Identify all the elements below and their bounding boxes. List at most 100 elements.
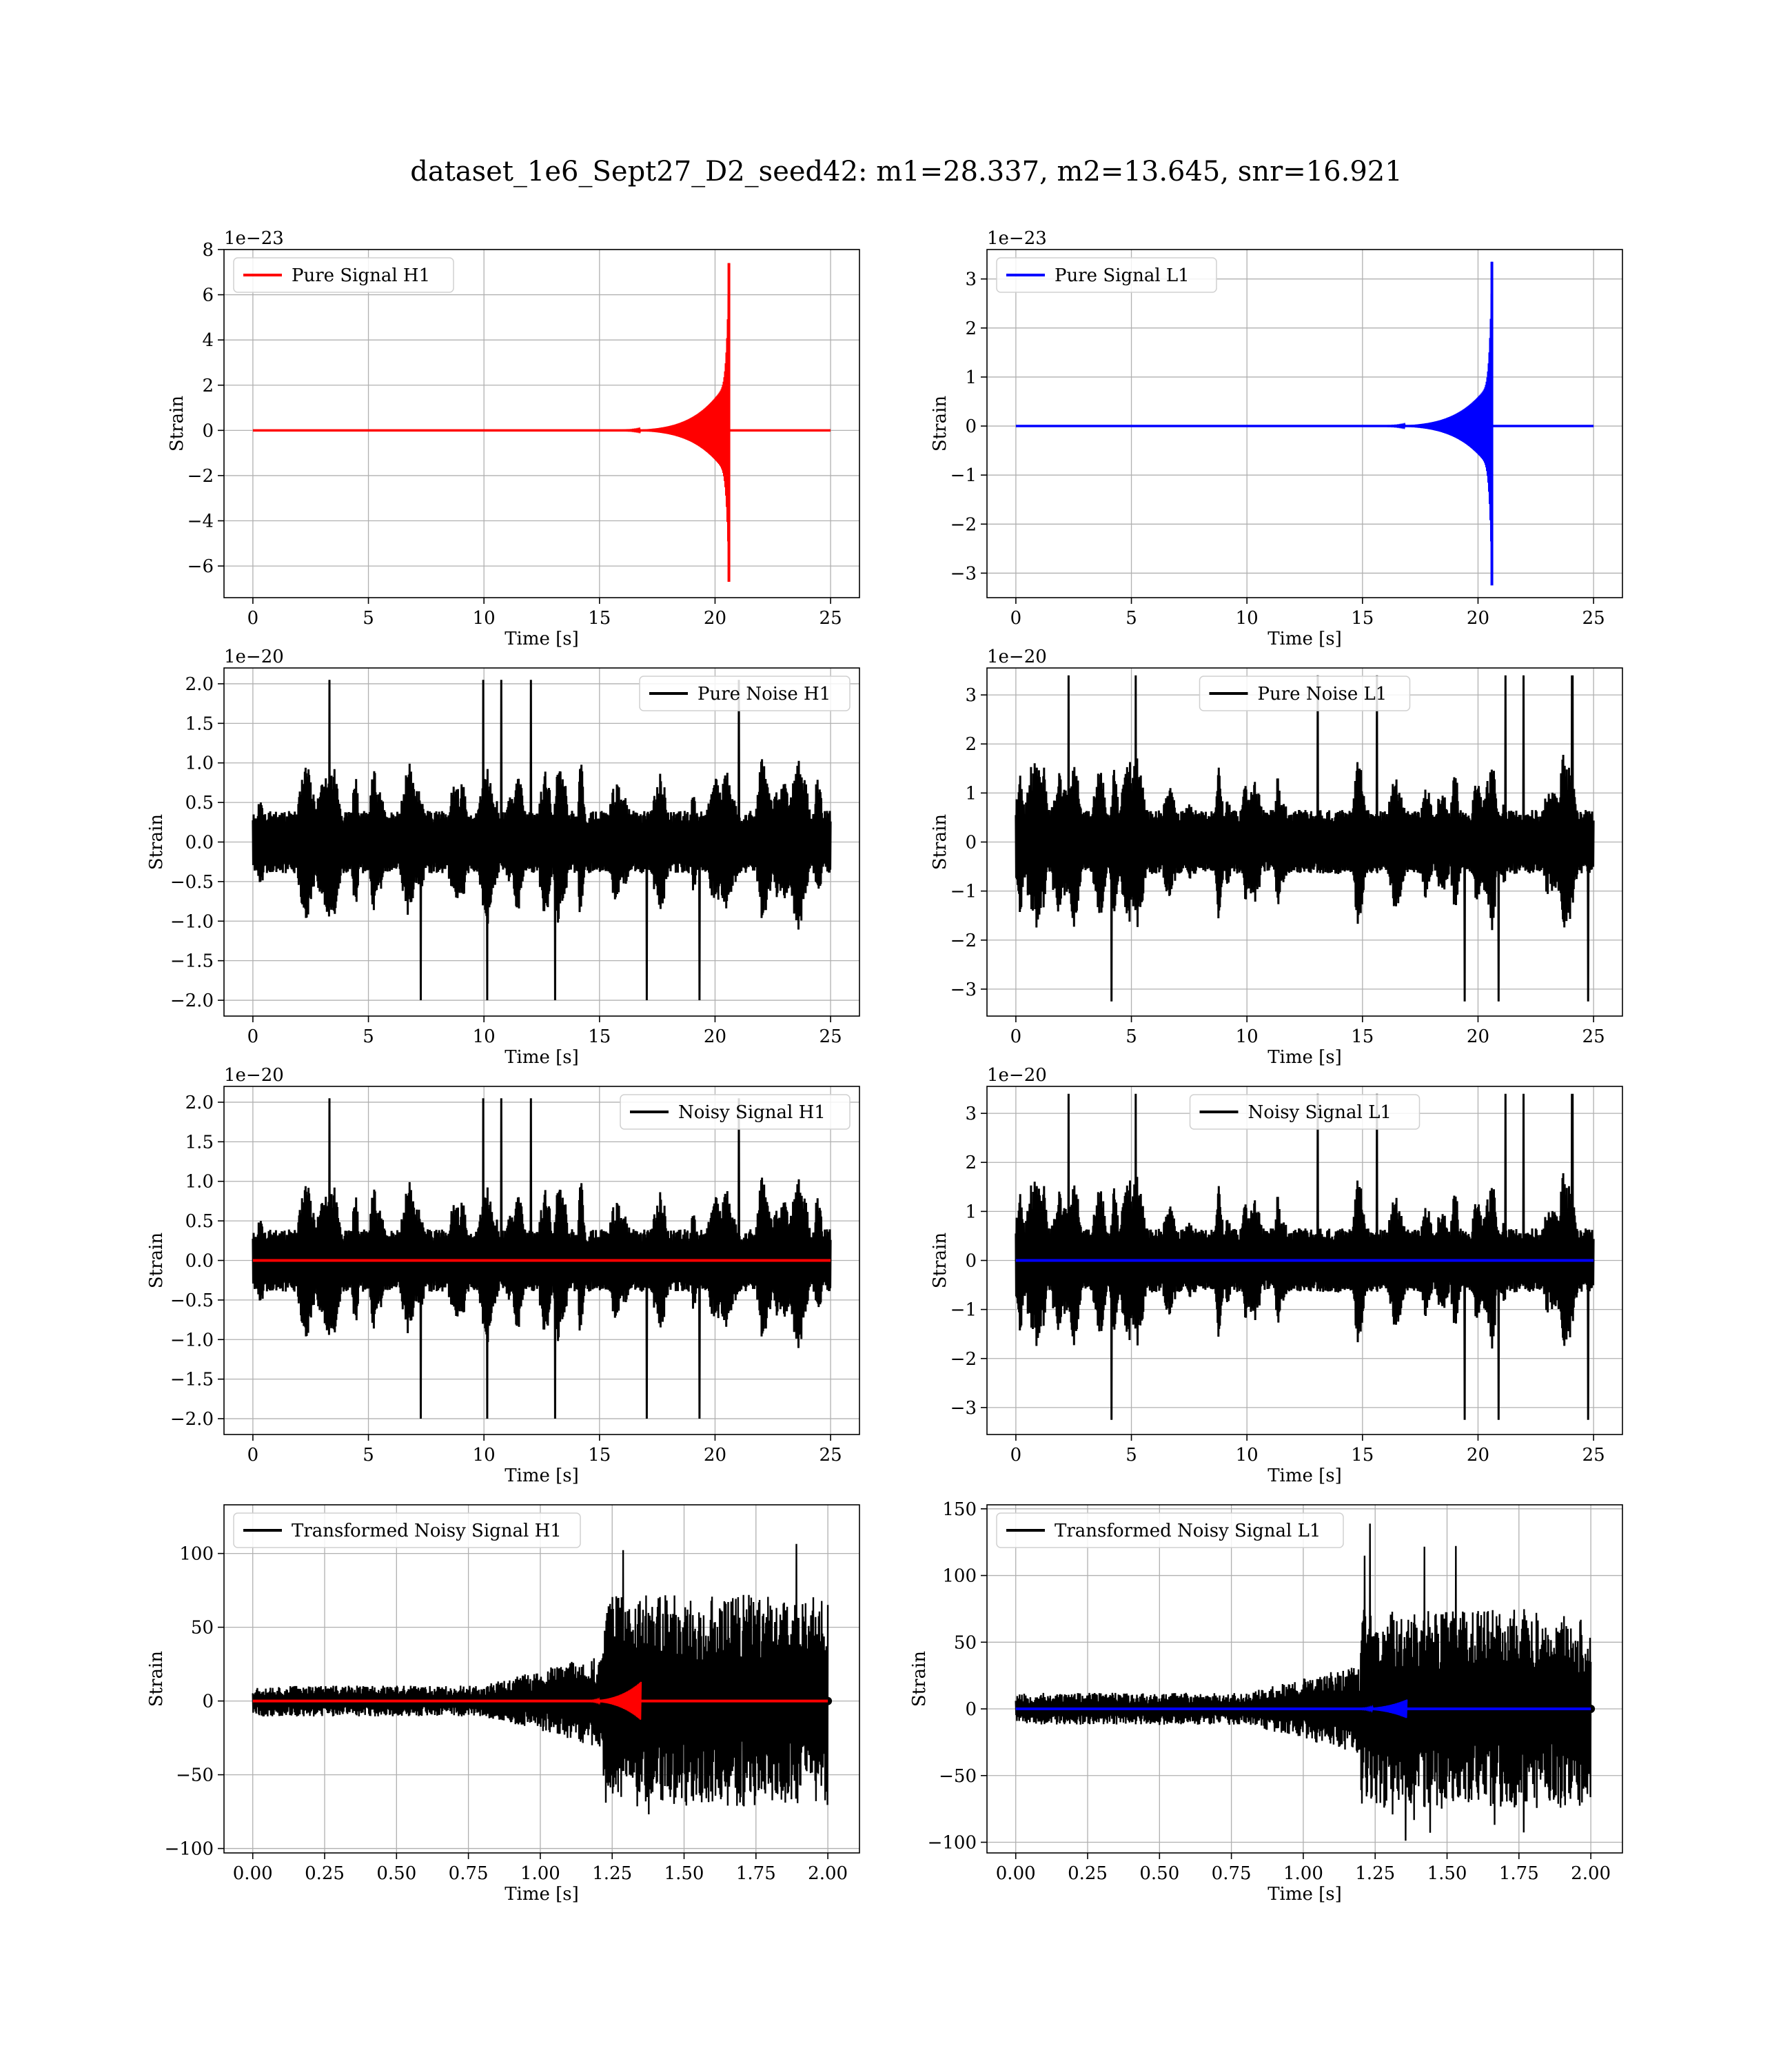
x-tick-label: 10 [1236,1026,1259,1047]
x-tick-label: 1.75 [1499,1863,1539,1884]
y-tick-label: 0.0 [185,833,214,853]
x-tick-label: 2.00 [808,1863,848,1884]
y-tick-label: 2 [965,1153,977,1173]
y-tick-label: −1.0 [170,911,214,932]
x-axis-label: Time [s] [505,1466,579,1486]
chart-panel-l1-noise: 0 5 10 15 20 25 −3 −2 −1 0 1 2 3 Time [s] Strain 1e−20 P… [930,647,1623,1068]
legend-box [620,1094,851,1130]
x-tick-label: 1.25 [592,1863,632,1884]
y-tick-label: 1 [965,783,977,804]
x-tick-label: 1.25 [1355,1863,1395,1884]
x-tick-label: 25 [819,1026,842,1047]
legend-label: Pure Noise L1 [1258,684,1387,704]
legend: Noisy Signal L1 [1189,1094,1421,1130]
plot-area [1015,1093,1595,1420]
x-tick-label: 25 [1582,608,1605,629]
axes-frame [223,249,860,598]
x-tick-label: 1.50 [1427,1863,1467,1884]
y-tick-label: 1 [965,367,977,388]
x-tick-label: 10 [473,608,496,629]
x-tick-label: 1.75 [736,1863,776,1884]
y-tick-label: 100 [179,1544,214,1565]
x-tick-label: 20 [704,608,726,629]
x-tick-label: 15 [1351,608,1374,629]
x-tick-label: 20 [704,1026,726,1047]
y-tick-label: 0.5 [185,1211,214,1232]
series-chirp-l1 [1339,261,1493,569]
legend-label: Transformed Noisy Signal H1 [292,1521,562,1541]
axis-offset-text: 1e−23 [224,228,284,249]
plot-area [252,1543,833,1815]
axes-frame [986,1504,1623,1854]
y-axis-label: Strain [930,1233,950,1289]
y-axis-label: Strain [930,814,950,871]
x-tick-label: 15 [588,1026,611,1047]
series-transformed-noise-h1 [252,1543,829,1815]
x-tick-label: 0 [1010,1445,1022,1466]
y-tick-label: 3 [965,685,977,706]
x-tick-label: 0.00 [233,1863,273,1884]
x-tick-label: 15 [588,608,611,629]
x-tick-label: 5 [363,1026,374,1047]
y-tick-label: 2.0 [185,674,214,695]
legend: Noisy Signal H1 [620,1094,851,1130]
plot-area [252,680,832,1001]
x-tick-label: 25 [819,1445,842,1466]
x-tick-label: 0 [1010,608,1022,629]
legend-box [233,257,454,293]
x-tick-label: 20 [1467,608,1489,629]
y-tick-label: 6 [202,285,214,306]
x-axis-label: Time [s] [505,629,579,649]
x-tick-label: 10 [473,1026,496,1047]
y-tick-label: 1.5 [185,713,214,734]
y-tick-label: 0.0 [185,1251,214,1272]
y-tick-label: −4 [187,511,214,532]
y-tick-label: −2.0 [170,1409,214,1430]
y-axis-label: Strain [146,1233,167,1289]
x-tick-label: 0.75 [449,1863,489,1884]
y-tick-label: 0 [965,416,977,437]
y-tick-label: 150 [942,1499,977,1520]
plot-area [1015,1523,1596,1841]
legend-label: Noisy Signal H1 [678,1102,826,1123]
legend: Transformed Noisy Signal L1 [996,1512,1344,1548]
legend-label: Pure Noise H1 [698,684,831,704]
y-tick-label: 3 [965,1104,977,1124]
x-axis-label: Time [s] [1267,629,1342,649]
legend-box [233,1512,581,1548]
x-tick-label: 0.00 [996,1863,1036,1884]
series-chirp-h1 [576,263,730,567]
y-axis-label: Strain [909,1651,930,1707]
y-axis-label: Strain [930,396,950,452]
y-tick-label: 100 [942,1566,977,1587]
legend: Transformed Noisy Signal H1 [233,1512,581,1548]
axis-offset-text: 1e−23 [987,228,1047,249]
y-tick-label: −50 [939,1766,977,1787]
page-title: dataset_1e6_Sept27_D2_seed42: m1=28.337,… [410,156,1403,187]
y-tick-label: −2.0 [170,991,214,1011]
y-tick-label: 50 [954,1632,977,1653]
y-tick-label: 2.0 [185,1093,214,1113]
chart-panel-h1-transformed: 0.00 0.25 0.50 0.75 1.00 1.25 1.50 1.75 2.00 −100… [146,1504,860,1905]
series-noise-l1 [1015,1093,1595,1420]
x-tick-label: 0 [247,1026,259,1047]
y-tick-label: 8 [202,240,214,261]
chart-panel-l1-noisy: 0 5 10 15 20 25 −3 −2 −1 0 1 2 3 Time [s] Strain 1e−20 N… [930,1065,1623,1486]
x-tick-label: 10 [1236,1445,1259,1466]
x-tick-label: 5 [1126,1445,1137,1466]
x-axis-label: Time [s] [505,1047,579,1068]
x-tick-label: 1.00 [1283,1863,1323,1884]
axis-offset-text: 1e−20 [224,1065,284,1086]
x-tick-label: 20 [1467,1026,1489,1047]
y-tick-label: −2 [187,466,214,487]
y-axis-label: Strain [146,814,167,871]
y-tick-label: −100 [165,1839,214,1860]
x-tick-label: 0.50 [1139,1863,1179,1884]
y-tick-label: −2 [950,514,977,535]
chart-panel-h1-signal: 0 5 10 15 20 25 −6 −4 −2 0 2 4 6 8 Time [s] Strain 1e−23… [167,228,860,649]
legend: Pure Signal L1 [996,257,1217,293]
x-tick-label: 10 [1236,608,1259,629]
x-tick-label: 10 [473,1445,496,1466]
axis-offset-text: 1e−20 [987,1065,1047,1086]
y-tick-label: 0 [965,1251,977,1272]
